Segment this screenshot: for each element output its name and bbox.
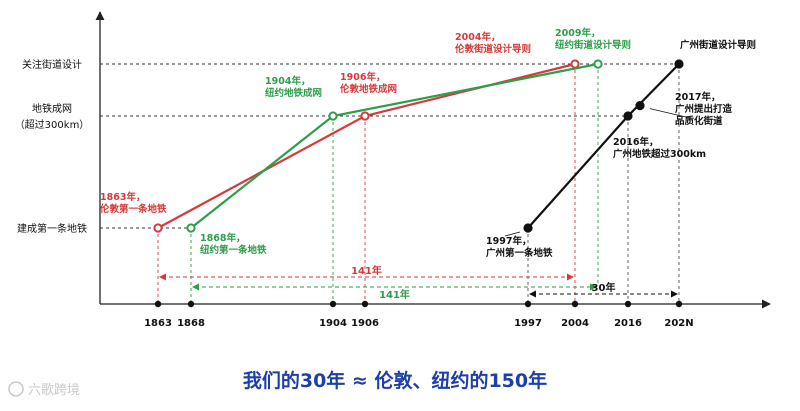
point-label: 1863年， [100,191,145,203]
point-label: 纽约第一条地铁 [200,244,267,256]
span-arrow-right [567,273,574,281]
point-label: 伦敦第一条地铁 [100,203,167,215]
point-label: 1997年， [486,235,531,247]
span-label: 141年 [351,264,382,277]
span-label: 141年 [379,288,410,301]
data-point [623,111,633,121]
y-level-label: 建成第一条地铁 [17,222,87,235]
series-lines [153,59,684,233]
point-label: 纽约街道设计导则 [555,39,631,51]
span-arrow-left [529,290,536,298]
point-label: 2009年， [555,27,600,39]
span-bracket: 141年 [159,264,574,281]
x-tick-label: 2004 [561,318,589,329]
point-label: 2016年， [613,136,658,148]
x-tick-label: 1863 [144,318,172,329]
x-tick-dot [361,300,369,308]
x-tick-label: 1868 [177,318,205,329]
x-tick-dot [154,300,162,308]
span-bracket: 30年 [529,281,678,298]
point-label: 2017年， [675,91,720,103]
x-tick-label: 1904 [319,318,347,329]
point-label: 品质化街道 [675,115,723,127]
span-arrow-left [159,273,166,281]
point-label: 广州提出打造 [675,103,733,115]
span-label: 30年 [592,281,616,294]
x-tick-dot [624,300,632,308]
data-point [328,111,338,121]
point-label: 广州第一条地铁 [486,247,553,259]
series-line-1 [186,59,603,233]
x-tick-label: 1906 [351,318,379,329]
watermark-group: 六歌跨境 [8,381,80,398]
span-arrow-left [192,283,199,291]
span-brackets: 141年 141年 30年 [159,264,678,301]
x-tick-label: 2016 [614,318,642,329]
series-line-2 [523,59,684,233]
x-tick-dot [675,300,683,308]
x-tick-dot [571,300,579,308]
x-tick-dot [524,300,532,308]
data-point [674,59,684,69]
data-point [153,223,163,233]
y-level-label: 地铁成网 [32,102,72,115]
data-point [360,111,370,121]
watermark-icon [8,381,24,397]
span-bracket: 141年 [192,283,597,301]
data-point [570,59,580,69]
data-point [186,223,196,233]
guide-lines [100,63,680,304]
point-label: 1904年， [265,75,310,87]
data-point [593,59,603,69]
x-tick-label: 1997 [514,318,542,329]
watermark: 六歌跨境 [28,383,80,398]
leader-line [649,108,691,119]
x-tick-label: 202N [664,318,693,329]
point-label: 2004年， [455,31,500,43]
point-label: 1868年， [200,232,245,244]
point-label: 纽约地铁成网 [265,87,322,99]
point-label: 广州地铁超过300km [613,148,706,160]
x-tick-dot [329,300,337,308]
data-point [523,223,533,233]
y-level-label: （超过300km） [15,118,90,131]
x-tick-dot [187,300,195,308]
point-label: 广州街道设计导则 [680,39,756,51]
annotations: 1863年，伦敦第一条地铁 1906年，伦敦地铁成网 2004年，伦敦街道设计导则 1… [100,27,756,259]
point-label: 伦敦街道设计导则 [455,43,531,55]
data-point [635,101,645,111]
leader-line [504,231,521,237]
span-arrow-right [590,283,597,291]
span-arrow-right [671,290,678,298]
point-label: 1906年， [340,71,385,83]
caption: 我们的30年 ≈ 伦敦、纽约的150年 [243,369,547,392]
y-level-label: 关注街道设计 [22,58,82,71]
point-label: 伦敦地铁成网 [340,83,397,95]
